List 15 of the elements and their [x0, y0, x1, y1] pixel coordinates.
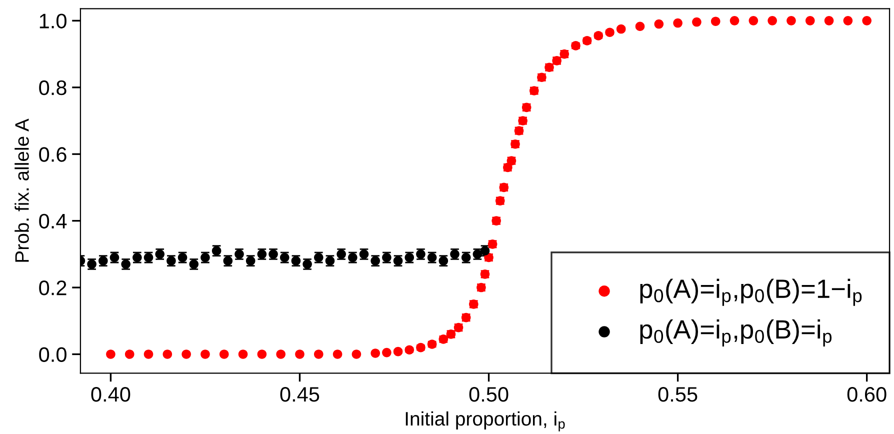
y-tick-label: 0.8 [39, 80, 66, 96]
y-tick-label: 1.0 [40, 14, 66, 28]
x-tick-label: 0.55 [658, 386, 698, 402]
y-axis-title: Prob. fix. allele A [14, 118, 29, 262]
x-axis-title: Initial proportion, i$_{p}$ [406, 411, 565, 432]
x-tick-label: 0.60 [847, 386, 886, 402]
x-tick-label: 0.45 [280, 386, 320, 402]
x-tick-label: 0.40 [91, 386, 130, 402]
x-tick-label: 0.50 [469, 386, 508, 402]
y-tick-label: 0.0 [39, 347, 66, 362]
legend-label: p$_{0}$(A)=i$_{p}$,p$_{0}$(B)=1−i$_{p}$ [640, 278, 862, 306]
y-tick-label: 0.2 [39, 280, 66, 296]
legend-label: p$_{0}$(A)=i$_{p}$,p$_{0}$(B)=i$_{p}$ [640, 319, 832, 347]
y-tick-label: 0.4 [39, 214, 67, 229]
y-tick-label: 0.6 [39, 147, 66, 162]
